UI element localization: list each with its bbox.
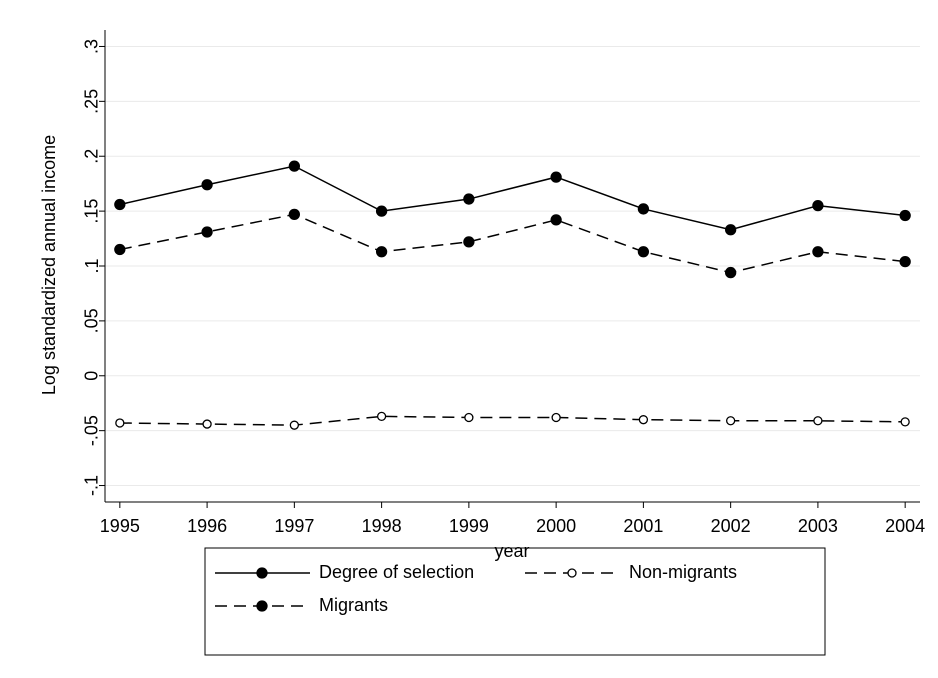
x-tick-label: 2002 [711, 516, 751, 536]
point [638, 415, 649, 425]
point [376, 411, 387, 422]
x-tick-label: 2000 [536, 516, 576, 536]
x-tick-label: 2001 [623, 516, 663, 536]
series-line [119, 213, 906, 274]
point [375, 246, 388, 258]
legend-marker [256, 567, 268, 579]
point [202, 419, 212, 429]
legend-marker [567, 568, 577, 578]
point [550, 171, 562, 183]
point [900, 417, 910, 427]
point [115, 418, 125, 428]
x-tick-label: 1997 [274, 516, 314, 536]
y-tick-label: -.05 [82, 415, 102, 446]
point [114, 198, 126, 211]
x-tick-label: 1996 [187, 516, 227, 536]
x-tick-label: 1999 [449, 516, 489, 536]
y-tick-label: .2 [82, 149, 102, 164]
legend-label: Migrants [319, 595, 388, 615]
y-tick-label: 0 [82, 371, 102, 381]
point [899, 255, 911, 268]
point [288, 208, 301, 221]
legend-label: Non-migrants [629, 562, 737, 582]
point [114, 243, 126, 256]
point [724, 266, 737, 279]
x-tick-label: 1998 [362, 516, 402, 536]
point [375, 205, 388, 217]
point [724, 224, 737, 236]
point [813, 416, 823, 426]
point [637, 203, 650, 215]
x-tick-label: 2003 [798, 516, 838, 536]
x-axis-title: year [494, 541, 529, 561]
point [551, 412, 561, 423]
point [637, 246, 650, 258]
point [288, 160, 301, 172]
series-line [119, 165, 906, 231]
point [289, 420, 300, 430]
x-tick-label: 2004 [885, 516, 925, 536]
point [201, 179, 213, 191]
point [464, 412, 474, 423]
y-tick-label: .3 [82, 39, 102, 54]
legend-box [204, 547, 826, 656]
y-tick-label: .25 [82, 89, 102, 114]
point [812, 246, 824, 258]
point [463, 236, 475, 248]
y-tick-label: -.1 [82, 475, 102, 496]
point [812, 199, 824, 212]
y-axis-title: Log standardized annual income [39, 135, 59, 395]
point [201, 226, 213, 238]
y-tick-label: .05 [82, 308, 102, 333]
point [550, 214, 562, 226]
point [725, 416, 736, 426]
legend-marker [256, 600, 268, 612]
y-tick-label: .15 [82, 199, 102, 224]
y-tick-label: .1 [82, 258, 102, 273]
series-line [119, 415, 906, 426]
legend-label: Degree of selection [319, 562, 474, 582]
point [463, 193, 475, 205]
point [899, 209, 911, 222]
x-tick-label: 1995 [100, 516, 140, 536]
